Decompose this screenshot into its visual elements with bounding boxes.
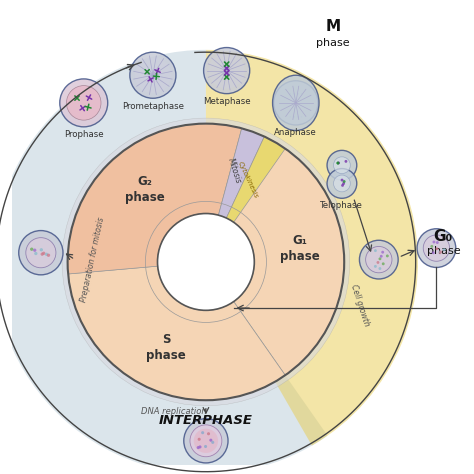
Text: phase: phase bbox=[316, 38, 349, 48]
Circle shape bbox=[60, 79, 108, 127]
Wedge shape bbox=[206, 50, 418, 446]
Text: INTERPHASE: INTERPHASE bbox=[159, 414, 253, 428]
Circle shape bbox=[417, 229, 456, 267]
Circle shape bbox=[207, 432, 210, 435]
Circle shape bbox=[430, 245, 433, 248]
Text: S
phase: S phase bbox=[146, 333, 186, 362]
Circle shape bbox=[365, 246, 392, 273]
Circle shape bbox=[33, 248, 36, 252]
Circle shape bbox=[376, 261, 379, 264]
Wedge shape bbox=[68, 124, 242, 274]
Circle shape bbox=[194, 428, 218, 453]
Circle shape bbox=[26, 237, 56, 268]
Circle shape bbox=[432, 251, 435, 254]
Wedge shape bbox=[68, 266, 285, 400]
Circle shape bbox=[374, 265, 377, 268]
Circle shape bbox=[34, 252, 37, 255]
Ellipse shape bbox=[273, 75, 319, 130]
Circle shape bbox=[19, 230, 63, 275]
Circle shape bbox=[438, 251, 441, 254]
Circle shape bbox=[345, 160, 347, 163]
Circle shape bbox=[378, 267, 382, 270]
Text: Prometaphase: Prometaphase bbox=[122, 102, 184, 111]
Circle shape bbox=[359, 240, 398, 279]
Text: DNA replication: DNA replication bbox=[141, 407, 207, 416]
Text: Mitosis: Mitosis bbox=[226, 156, 243, 185]
Circle shape bbox=[198, 438, 201, 441]
Circle shape bbox=[42, 252, 46, 255]
Circle shape bbox=[337, 162, 339, 164]
Text: phase: phase bbox=[427, 246, 460, 256]
Circle shape bbox=[432, 240, 436, 244]
Circle shape bbox=[374, 249, 377, 252]
Circle shape bbox=[47, 254, 50, 257]
Circle shape bbox=[157, 213, 255, 310]
Ellipse shape bbox=[336, 170, 348, 179]
Circle shape bbox=[439, 250, 442, 253]
Circle shape bbox=[379, 257, 382, 260]
Text: M: M bbox=[325, 19, 340, 34]
Circle shape bbox=[327, 169, 357, 198]
Circle shape bbox=[436, 241, 439, 244]
Text: Preparation for mitosis: Preparation for mitosis bbox=[80, 216, 106, 303]
Text: Telophase: Telophase bbox=[320, 201, 364, 210]
Circle shape bbox=[204, 445, 207, 448]
Circle shape bbox=[204, 47, 250, 94]
Text: G₂
phase: G₂ phase bbox=[125, 175, 165, 204]
Circle shape bbox=[273, 81, 318, 125]
Circle shape bbox=[327, 150, 357, 180]
Circle shape bbox=[337, 162, 340, 164]
Circle shape bbox=[423, 235, 450, 261]
Circle shape bbox=[341, 179, 344, 182]
Text: G₀: G₀ bbox=[434, 229, 453, 244]
Circle shape bbox=[211, 441, 214, 444]
Circle shape bbox=[130, 52, 176, 98]
Circle shape bbox=[190, 425, 222, 457]
Circle shape bbox=[337, 162, 339, 164]
Circle shape bbox=[184, 419, 228, 463]
Text: Metaphase: Metaphase bbox=[203, 97, 250, 106]
Circle shape bbox=[197, 446, 200, 449]
Circle shape bbox=[30, 247, 33, 251]
Circle shape bbox=[343, 180, 346, 183]
Circle shape bbox=[386, 255, 389, 257]
Wedge shape bbox=[62, 118, 350, 406]
Circle shape bbox=[443, 248, 446, 251]
Circle shape bbox=[438, 251, 441, 254]
Wedge shape bbox=[227, 137, 285, 222]
Text: Cell growth: Cell growth bbox=[349, 283, 371, 328]
Circle shape bbox=[381, 251, 384, 254]
Circle shape bbox=[201, 431, 204, 434]
Circle shape bbox=[341, 184, 344, 187]
Wedge shape bbox=[219, 128, 344, 375]
Circle shape bbox=[40, 248, 43, 252]
Circle shape bbox=[342, 182, 345, 185]
Circle shape bbox=[209, 53, 245, 89]
Circle shape bbox=[210, 438, 212, 442]
Text: G₁
phase: G₁ phase bbox=[280, 234, 319, 263]
Circle shape bbox=[382, 262, 385, 265]
Circle shape bbox=[380, 255, 383, 258]
Wedge shape bbox=[0, 50, 328, 474]
Circle shape bbox=[135, 57, 171, 93]
Circle shape bbox=[436, 247, 438, 250]
Text: Anaphase: Anaphase bbox=[274, 128, 317, 137]
Circle shape bbox=[45, 253, 48, 256]
Circle shape bbox=[199, 446, 201, 448]
Circle shape bbox=[41, 253, 44, 256]
Circle shape bbox=[66, 86, 101, 120]
Circle shape bbox=[334, 175, 350, 192]
Text: Cytokinesis: Cytokinesis bbox=[237, 160, 260, 199]
Circle shape bbox=[334, 157, 350, 173]
Wedge shape bbox=[219, 128, 264, 218]
Text: Prophase: Prophase bbox=[64, 130, 103, 139]
